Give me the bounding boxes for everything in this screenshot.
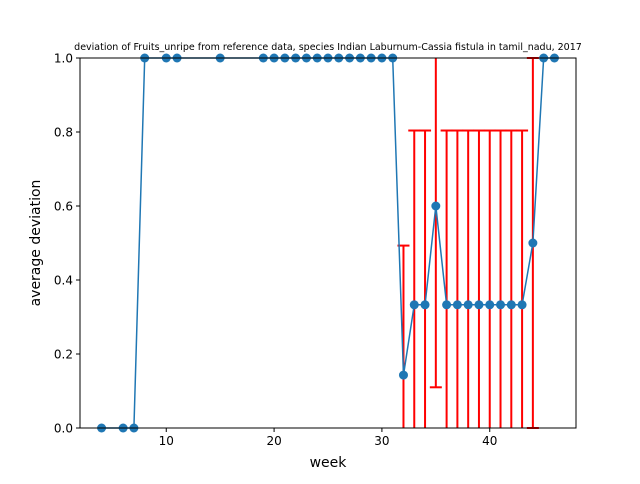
data-point (420, 300, 430, 310)
x-tick-label: 30 (374, 434, 389, 448)
x-axis-ticks: 10 20 30 40 (159, 428, 497, 448)
data-point (409, 300, 419, 310)
y-tick-label: 1.0 (54, 52, 73, 66)
data-point (431, 201, 441, 211)
plot-frame (79, 57, 577, 429)
data-point (452, 300, 462, 310)
chart-title: deviation of Fruits_unripe from referenc… (74, 42, 582, 53)
y-tick-label: 0.4 (54, 274, 73, 288)
data-point (506, 300, 516, 310)
data-point (517, 300, 527, 310)
data-point (398, 370, 408, 380)
y-tick-label: 0.8 (54, 126, 73, 140)
x-tick-label: 20 (266, 434, 281, 448)
x-tick-label: 40 (482, 434, 497, 448)
y-tick-label: 0.2 (54, 348, 73, 362)
x-axis-label: week (310, 455, 348, 471)
data-point (442, 300, 452, 310)
y-axis-ticks: 0.0 0.2 0.4 0.6 0.8 1.0 (54, 52, 80, 436)
errorbars (397, 57, 539, 429)
data-point (463, 300, 473, 310)
x-tick-label: 10 (159, 434, 174, 448)
data-point (528, 238, 538, 248)
data-point (496, 300, 506, 310)
y-tick-label: 0.6 (54, 200, 73, 214)
data-point (485, 300, 495, 310)
plot-area (80, 58, 576, 428)
data-point (474, 300, 484, 310)
y-tick-label: 0.0 (54, 422, 73, 436)
y-axis-label: average deviation (28, 180, 44, 307)
